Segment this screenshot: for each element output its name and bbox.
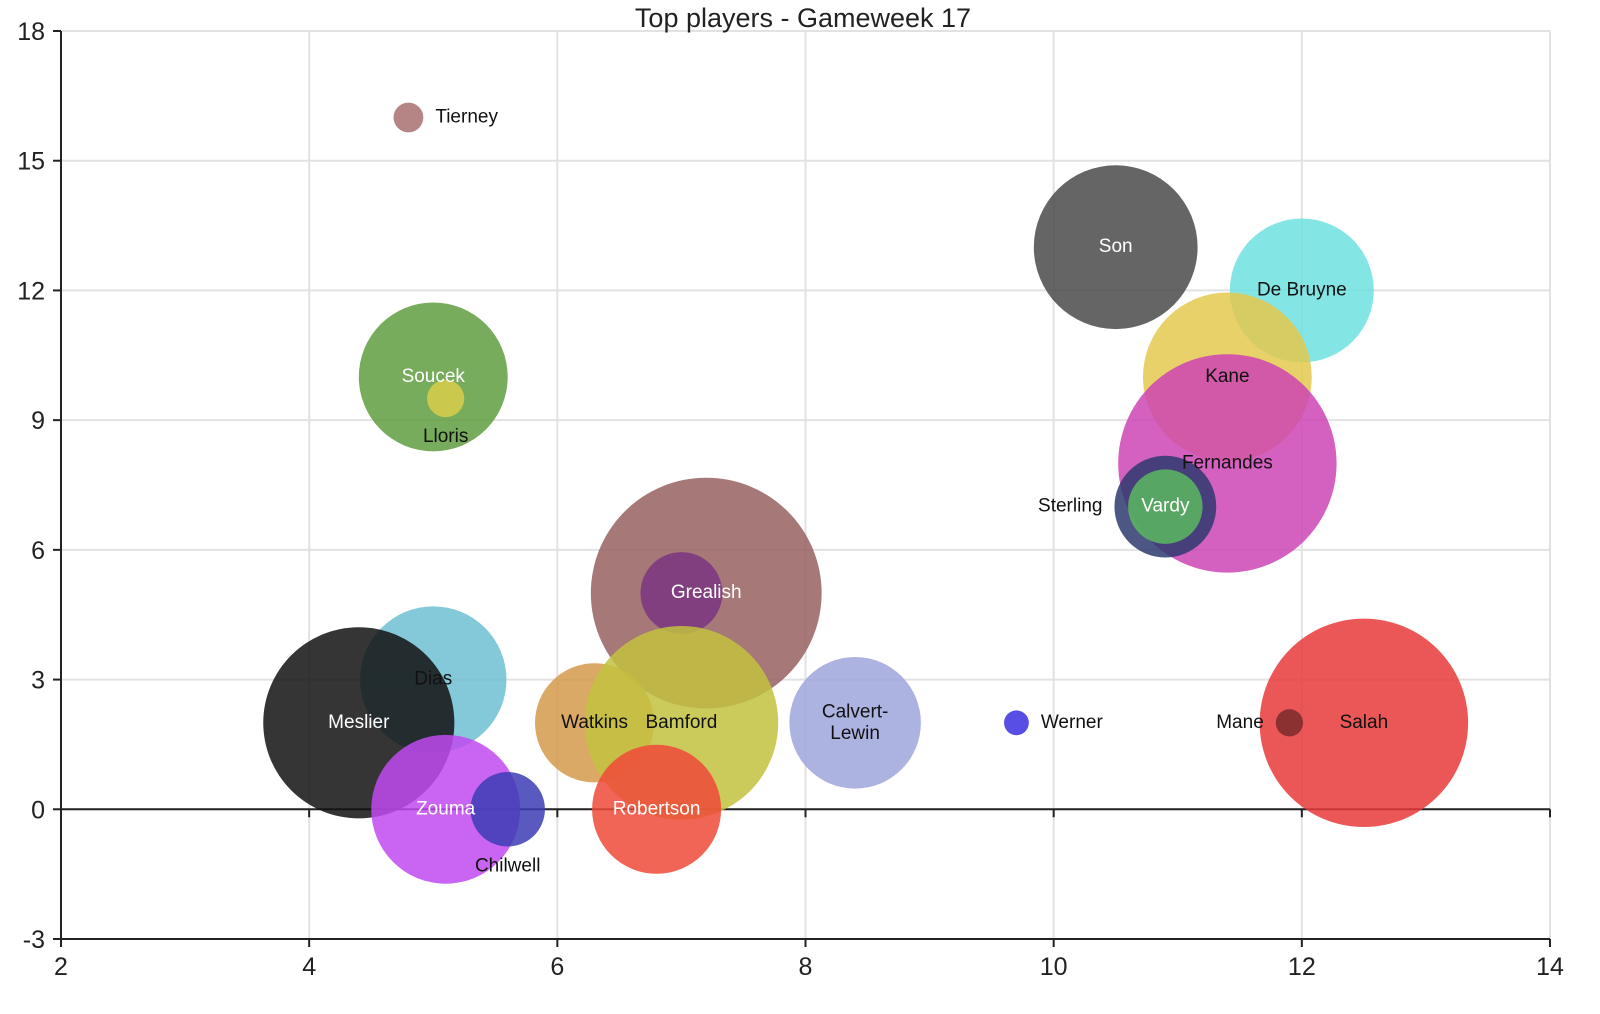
- y-tick-label: 18: [17, 18, 45, 46]
- y-tick-label: 3: [31, 667, 45, 695]
- y-tick-label: 15: [17, 148, 45, 176]
- bubble-soucek[interactable]: [358, 302, 508, 452]
- label-werner: Werner: [1041, 712, 1104, 733]
- label-salah: Salah: [1340, 712, 1389, 733]
- label-de-bruyne: De Bruyne: [1257, 279, 1347, 300]
- bubble-werner[interactable]: [1004, 710, 1029, 736]
- bubble-vardy[interactable]: [1128, 469, 1203, 544]
- label-son: Son: [1099, 236, 1133, 257]
- x-tick-label: 4: [302, 953, 316, 981]
- bubble-mane[interactable]: [1275, 709, 1304, 737]
- bubble-lloris[interactable]: [427, 379, 465, 418]
- label-meslier: Meslier: [328, 712, 390, 733]
- bubble-chilwell[interactable]: [470, 772, 545, 847]
- bubble-tierney[interactable]: [393, 102, 424, 133]
- x-tick-label: 6: [550, 953, 564, 981]
- label-watkins: Watkins: [561, 712, 628, 733]
- label-grealish: Grealish: [671, 582, 742, 603]
- label-lloris: Lloris: [423, 426, 468, 447]
- label-fernandes: Fernandes: [1182, 452, 1273, 473]
- label-robertson: Robertson: [613, 798, 701, 819]
- bubble-robertson[interactable]: [592, 744, 722, 874]
- bubble-salah[interactable]: [1259, 618, 1469, 828]
- x-tick-label: 14: [1536, 953, 1564, 981]
- bubble-labels: Tierney Son De Bruyne Kane Soucek Lloris Ferna…: [328, 106, 1388, 876]
- label-chilwell: Chilwell: [475, 856, 540, 877]
- bubble-unlabeled[interactable]: [640, 552, 723, 635]
- axes: 18 15 12 9 6 3 0 -3 2 4 6 8 10 12 14: [17, 18, 1564, 981]
- bubble-zouma[interactable]: [371, 734, 521, 884]
- label-dias: Dias: [414, 669, 452, 690]
- label-soucek: Soucek: [402, 366, 466, 387]
- chart-title: Top players - Gameweek 17: [635, 3, 971, 33]
- x-tick-label: 10: [1040, 953, 1068, 981]
- label-tierney: Tierney: [435, 106, 498, 127]
- y-tick-label: -3: [23, 926, 45, 954]
- bubble-calvert-lewin[interactable]: [789, 657, 921, 789]
- bubbles: [263, 102, 1469, 884]
- label-bamford: Bamford: [646, 712, 718, 733]
- label-mane: Mane: [1216, 712, 1264, 733]
- label-vardy: Vardy: [1141, 496, 1190, 517]
- y-tick-label: 6: [31, 537, 45, 565]
- label-kane: Kane: [1205, 366, 1249, 387]
- x-tick-label: 2: [54, 953, 68, 981]
- bubble-son[interactable]: [1033, 165, 1198, 330]
- y-tick-label: 9: [31, 407, 45, 435]
- y-tick-label: 12: [17, 277, 45, 305]
- x-tick-label: 8: [799, 953, 813, 981]
- label-zouma: Zouma: [416, 798, 476, 819]
- x-tick-label: 12: [1288, 953, 1316, 981]
- label-calvert-lewin: Calvert-Lewin: [822, 701, 889, 744]
- y-tick-label: 0: [31, 796, 45, 824]
- label-sterling: Sterling: [1038, 496, 1102, 517]
